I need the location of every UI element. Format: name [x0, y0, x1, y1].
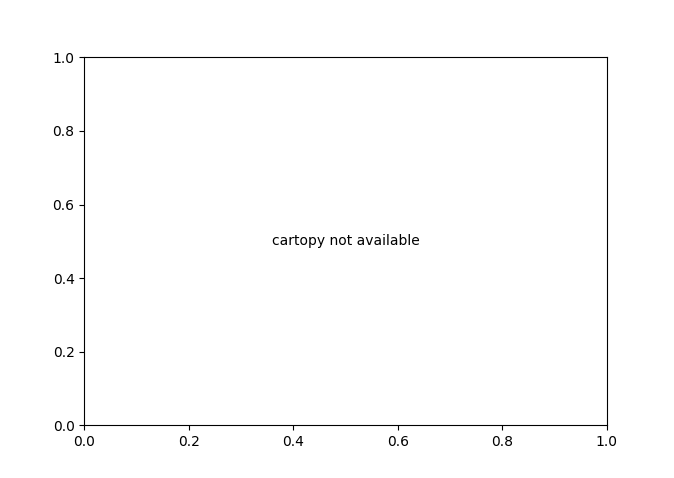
Text: cartopy not available: cartopy not available	[272, 234, 419, 249]
